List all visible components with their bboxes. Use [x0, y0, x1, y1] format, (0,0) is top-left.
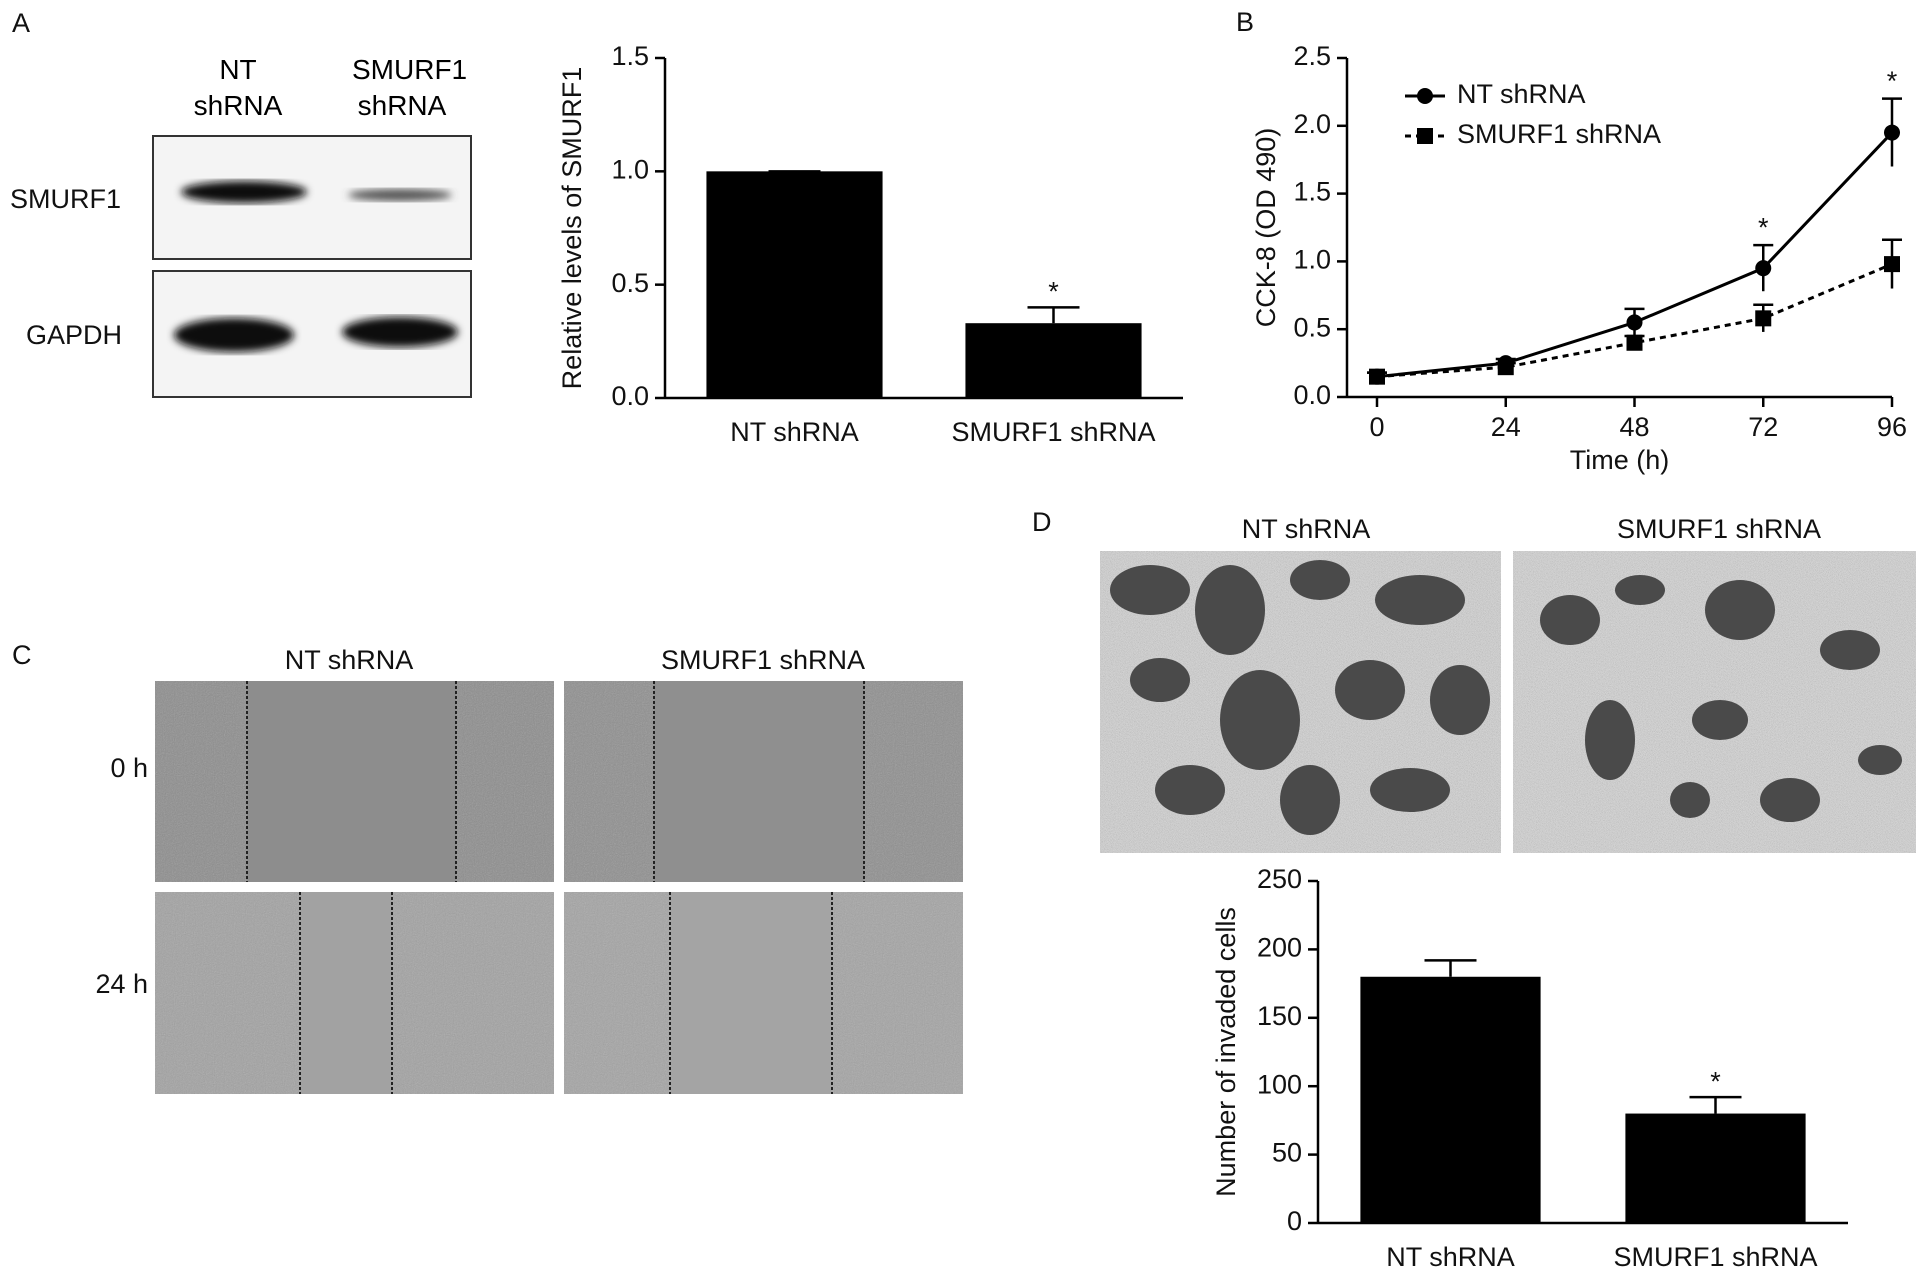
panel-label: A	[12, 8, 30, 38]
y-tick-label: 0	[1287, 1206, 1302, 1236]
x-tick-label: 96	[1877, 412, 1907, 442]
x-tick-label: 48	[1619, 412, 1649, 442]
lane-label-text: SMURF1 shRNA	[352, 54, 468, 121]
marker	[1626, 334, 1643, 351]
bar	[1625, 1113, 1806, 1223]
y-axis-label: CCK-8 (OD 490)	[1251, 128, 1281, 328]
y-tick-label: 0.0	[611, 381, 649, 411]
marker	[1755, 310, 1772, 327]
y-tick-label: 100	[1257, 1069, 1302, 1099]
legend-marker	[1417, 128, 1433, 144]
blot-row-label: GAPDH	[26, 320, 122, 350]
legend-marker	[1417, 88, 1433, 104]
y-tick-label: 150	[1257, 1001, 1302, 1031]
x-tick-label: SMURF1 shRNA	[1613, 1242, 1817, 1272]
y-tick-label: 250	[1257, 864, 1302, 894]
x-axis-label: Time (h)	[1570, 445, 1670, 475]
marker	[1497, 359, 1514, 376]
column-label: SMURF1 shRNA	[661, 645, 865, 675]
y-axis-label: Number of invaded cells	[1211, 907, 1241, 1197]
x-tick-label: 24	[1491, 412, 1521, 442]
row-label: 24 h	[95, 969, 148, 999]
column-label: NT shRNA	[285, 645, 414, 675]
wound-images	[155, 681, 963, 1094]
column-label: NT shRNA	[1242, 514, 1371, 544]
lane-label-text: NT shRNA	[193, 54, 283, 121]
western-blot	[152, 135, 472, 398]
legend-label: NT shRNA	[1457, 79, 1586, 109]
y-tick-label: 1.5	[611, 41, 649, 71]
significance: *	[1758, 212, 1769, 242]
y-tick-label: 2.5	[1293, 41, 1331, 71]
lane-label: NT shRNA	[193, 54, 283, 121]
panel-label: D	[1032, 507, 1052, 537]
panel-label: B	[1236, 7, 1254, 37]
transwell-images	[1100, 551, 1916, 853]
y-tick-label: 0.5	[1293, 312, 1331, 342]
x-tick-label: 0	[1369, 412, 1384, 442]
marker	[1755, 260, 1772, 277]
marker	[1884, 256, 1900, 273]
column-label: SMURF1 shRNA	[1617, 514, 1821, 544]
blot-row-label: SMURF1	[10, 184, 121, 214]
x-tick-label: NT shRNA	[730, 417, 859, 447]
y-tick-label: 0.0	[1293, 380, 1331, 410]
marker	[1884, 124, 1900, 141]
y-tick-label: 1.0	[611, 154, 649, 184]
lane-label: SMURF1 shRNA	[352, 54, 468, 121]
row-label: 0 h	[110, 753, 148, 783]
y-tick-label: 50	[1272, 1138, 1302, 1168]
y-axis-label: Relative levels of SMURF1	[557, 67, 587, 390]
panel-label: C	[12, 640, 32, 670]
bar	[1360, 976, 1541, 1223]
bar	[706, 171, 883, 398]
significance: *	[1048, 276, 1059, 306]
y-tick-label: 1.0	[1293, 245, 1331, 275]
x-tick-label: SMURF1 shRNA	[951, 417, 1155, 447]
y-tick-label: 0.5	[611, 268, 649, 298]
x-tick-label: NT shRNA	[1386, 1242, 1515, 1272]
y-tick-label: 200	[1257, 933, 1302, 963]
y-tick-label: 2.0	[1293, 109, 1331, 139]
bar	[965, 323, 1142, 398]
marker	[1369, 368, 1385, 385]
marker	[1626, 314, 1643, 331]
x-tick-label: 72	[1748, 412, 1778, 442]
y-tick-label: 1.5	[1293, 177, 1331, 207]
significance: *	[1710, 1066, 1721, 1096]
legend-label: SMURF1 shRNA	[1457, 119, 1661, 149]
significance: *	[1887, 66, 1898, 96]
